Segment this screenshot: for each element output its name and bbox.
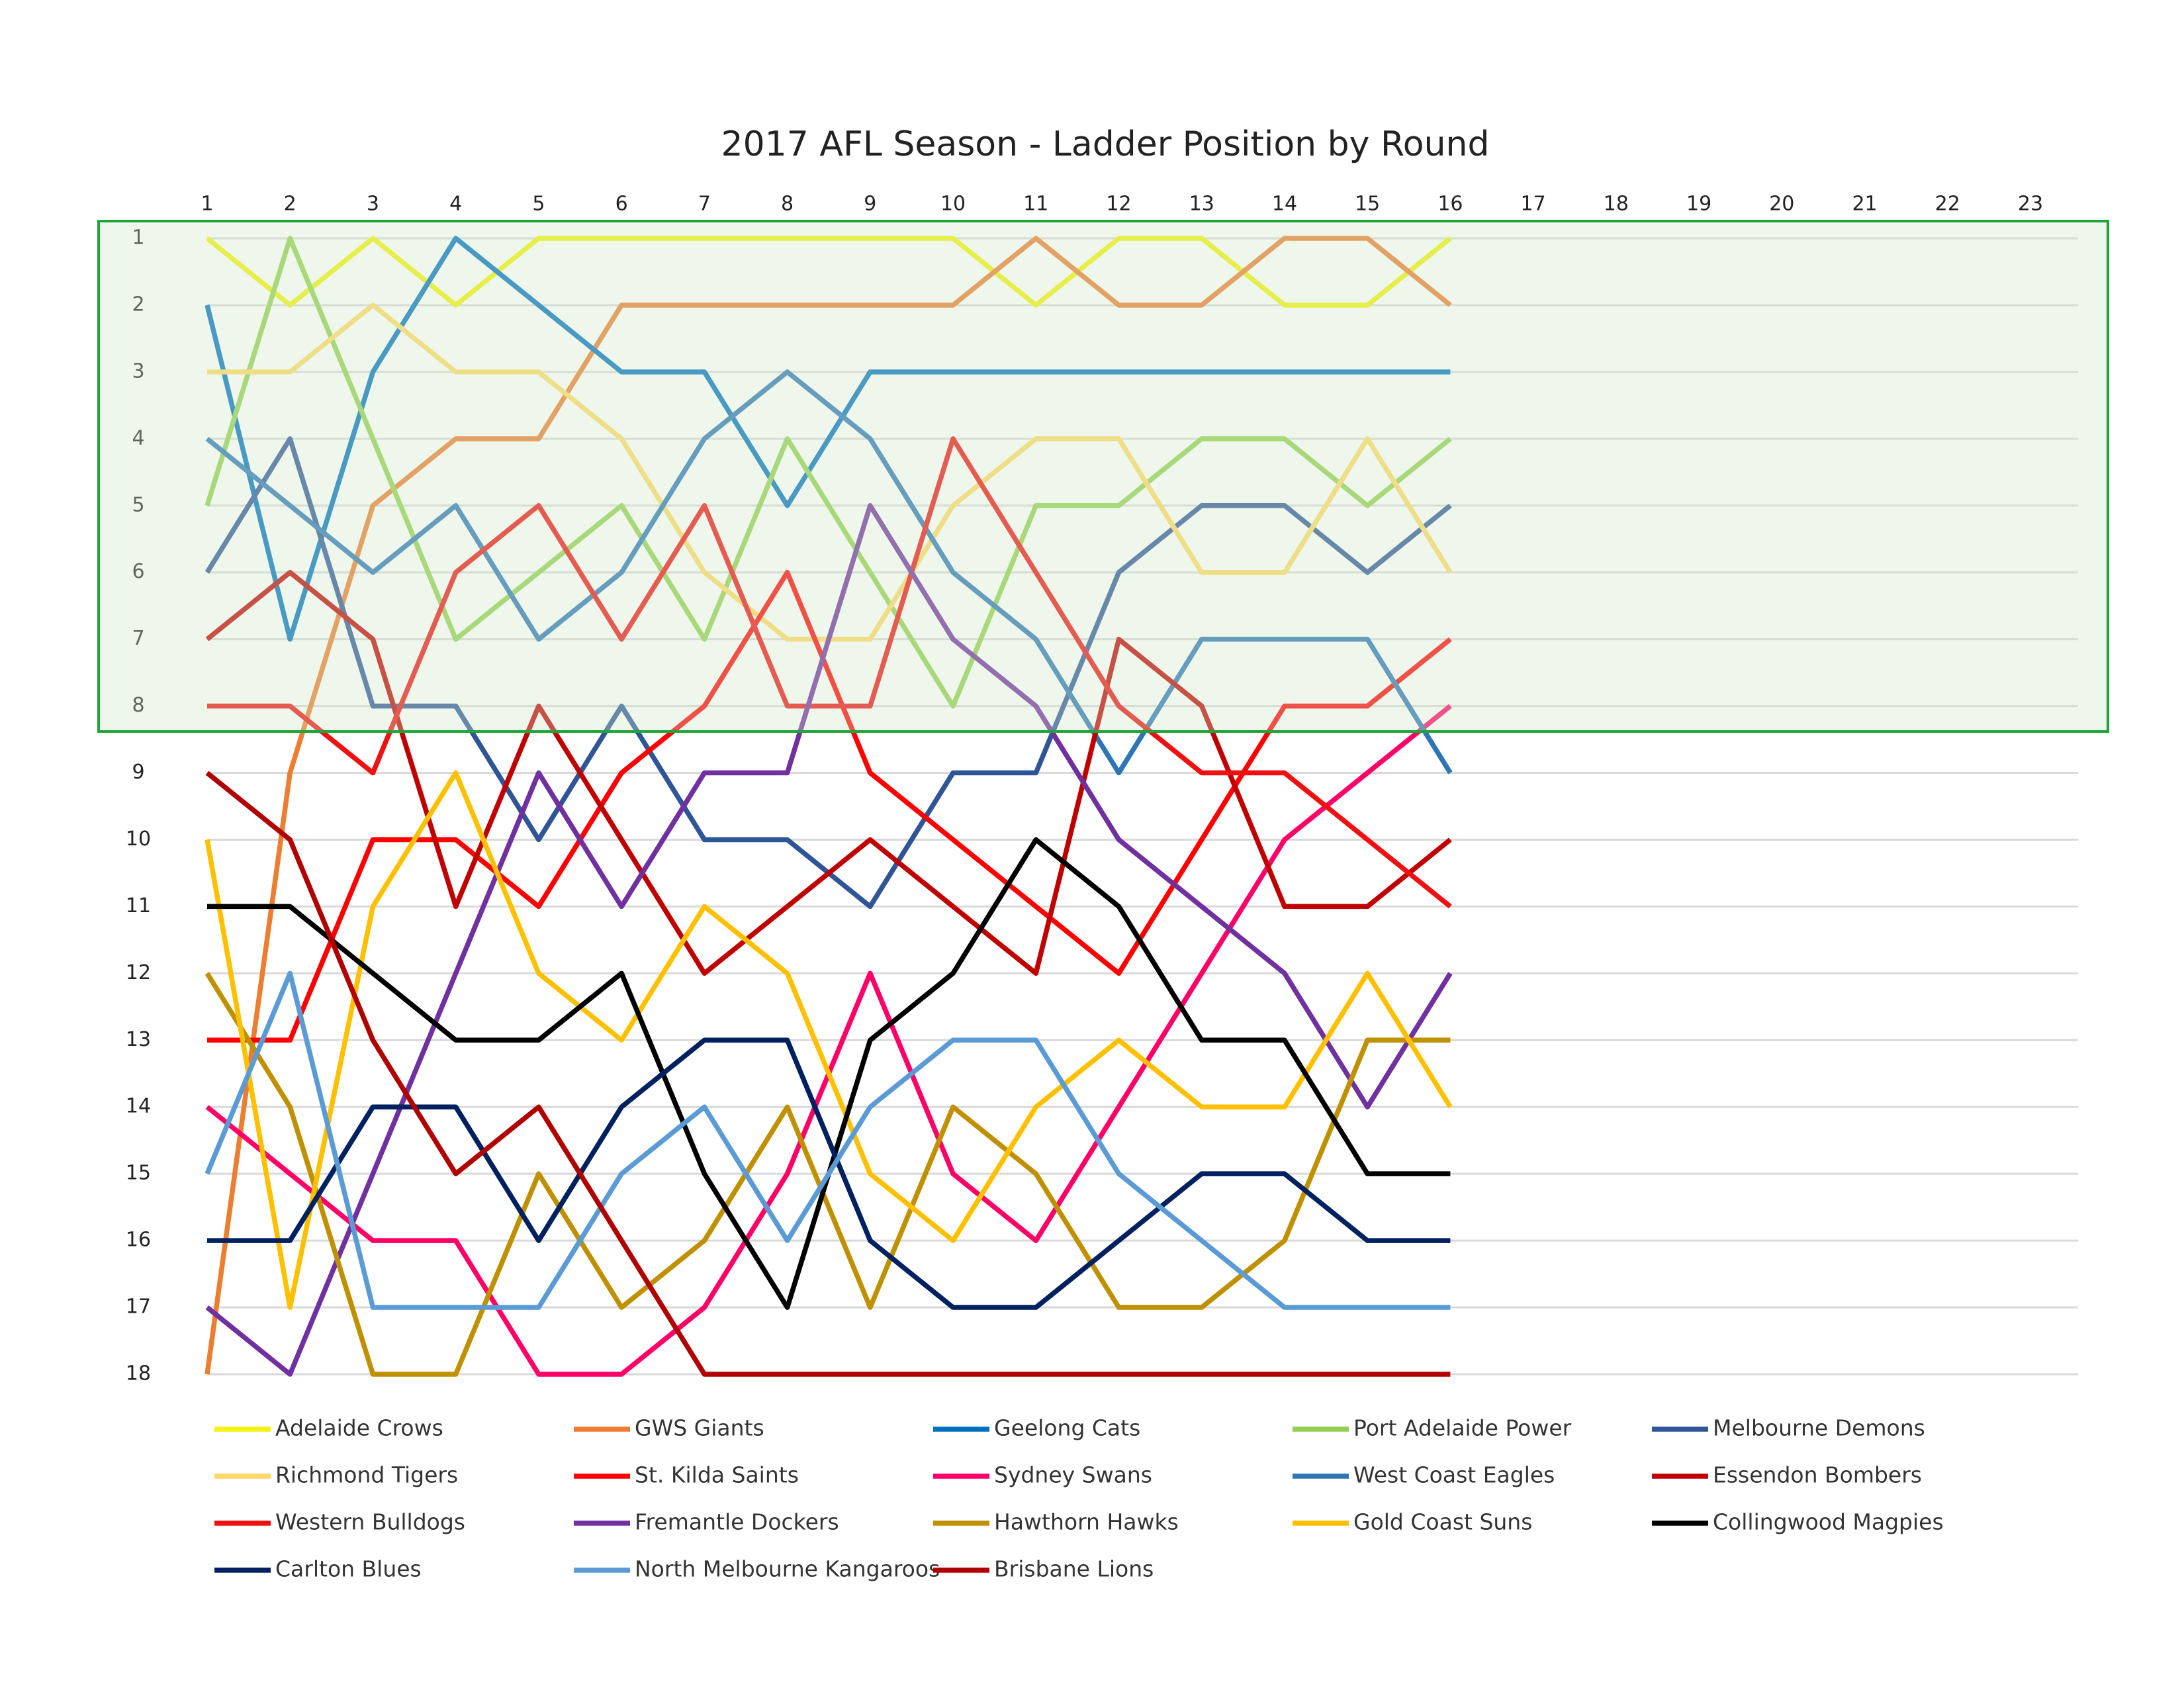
x-tick-label: 18 xyxy=(1604,193,1629,216)
legend-label: GWS Giants xyxy=(635,1415,764,1441)
x-tick-label: 12 xyxy=(1106,193,1131,216)
legend-label: Hawthorn Hawks xyxy=(994,1509,1179,1535)
y-tick-label: 18 xyxy=(126,1362,151,1385)
y-tick-label: 12 xyxy=(126,961,151,984)
x-tick-label: 6 xyxy=(615,193,628,216)
top-eight-band xyxy=(97,220,2109,733)
y-tick-label: 13 xyxy=(126,1028,151,1051)
legend-label: Adelaide Crows xyxy=(275,1415,443,1441)
series-line xyxy=(205,503,1453,1377)
legend-label: Essendon Bombers xyxy=(1713,1462,1922,1488)
legend-label: St. Kilda Saints xyxy=(635,1462,799,1488)
x-tick-label: 2 xyxy=(284,193,296,216)
y-tick-label: 2 xyxy=(132,293,144,316)
legend-label: Port Adelaide Power xyxy=(1353,1415,1572,1441)
series-line xyxy=(205,236,1451,642)
legend-label: Sydney Swans xyxy=(994,1462,1152,1488)
legend-label: West Coast Eagles xyxy=(1353,1462,1555,1488)
y-tick-label: 4 xyxy=(132,426,144,449)
legend-label: Geelong Cats xyxy=(994,1415,1140,1441)
legend-label: Melbourne Demons xyxy=(1713,1415,1925,1441)
y-tick-label: 9 xyxy=(132,761,144,784)
x-tick-label: 22 xyxy=(1935,193,1960,216)
x-tick-label: 21 xyxy=(1852,193,1877,216)
y-tick-label: 14 xyxy=(126,1095,151,1118)
series-line xyxy=(205,369,1453,776)
x-tick-label: 10 xyxy=(940,193,966,216)
y-tick-label: 6 xyxy=(132,560,144,583)
legend-label: Fremantle Dockers xyxy=(635,1509,839,1535)
series-line xyxy=(205,970,1451,1310)
legend-label: Carlton Blues xyxy=(275,1556,422,1582)
y-tick-label: 10 xyxy=(126,827,151,851)
y-tick-label: 15 xyxy=(126,1162,151,1185)
x-tick-label: 14 xyxy=(1272,193,1297,216)
x-tick-label: 9 xyxy=(864,193,876,216)
legend-label: Collingwood Magpies xyxy=(1713,1509,1944,1535)
legend-label: Richmond Tigers xyxy=(275,1462,458,1488)
legend-label: North Melbourne Kangaroos xyxy=(635,1556,940,1582)
x-tick-label: 11 xyxy=(1023,193,1048,216)
x-tick-label: 1 xyxy=(201,193,213,216)
series-line xyxy=(207,436,1452,909)
y-tick-label: 3 xyxy=(132,359,144,383)
x-tick-label: 13 xyxy=(1189,193,1214,216)
x-tick-label: 3 xyxy=(367,193,379,216)
x-tick-label: 5 xyxy=(532,193,545,216)
x-tick-label: 15 xyxy=(1355,193,1380,216)
x-tick-label: 8 xyxy=(781,193,794,216)
legend-label: Western Bulldogs xyxy=(275,1509,465,1535)
y-tick-label: 1 xyxy=(132,226,144,250)
x-tick-label: 23 xyxy=(2018,193,2043,216)
x-tick-label: 7 xyxy=(698,193,711,216)
y-tick-label: 5 xyxy=(132,493,144,516)
x-tick-label: 20 xyxy=(1769,193,1794,216)
y-tick-label: 17 xyxy=(126,1295,151,1319)
legend-label: Gold Coast Suns xyxy=(1353,1509,1532,1535)
series-line xyxy=(205,771,1451,1377)
x-tick-label: 4 xyxy=(449,193,462,216)
x-tick-label: 17 xyxy=(1521,193,1546,216)
x-tick-label: 16 xyxy=(1437,193,1463,216)
legend-label: Brisbane Lions xyxy=(994,1556,1154,1582)
y-tick-label: 16 xyxy=(126,1229,151,1252)
series-line xyxy=(205,770,1453,1310)
y-tick-label: 11 xyxy=(126,894,151,917)
chart-title: 2017 AFL Season - Ladder Position by Rou… xyxy=(721,124,1490,164)
x-tick-label: 19 xyxy=(1686,193,1711,216)
series-line xyxy=(205,569,1452,976)
series-line xyxy=(205,236,1452,1375)
y-tick-label: 7 xyxy=(132,627,144,650)
y-tick-label: 8 xyxy=(132,694,144,717)
